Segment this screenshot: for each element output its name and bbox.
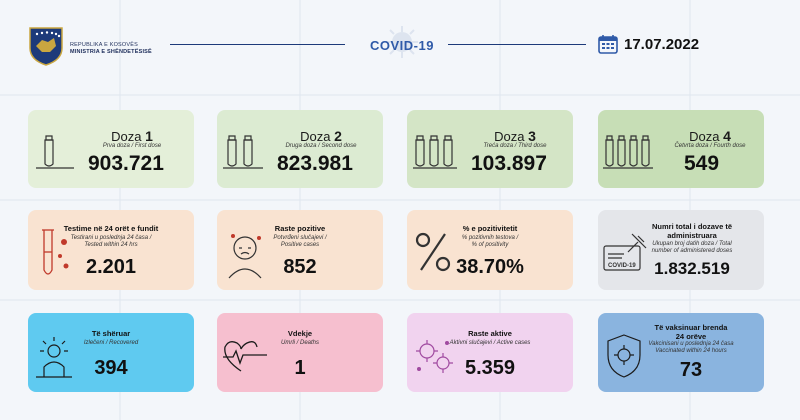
- positive-subtitle-2: Positive cases: [280, 242, 320, 248]
- ministry-line1: REPUBLIKA E KOSOVËS: [70, 42, 138, 48]
- tests-value: 2.201: [85, 256, 137, 278]
- positive-title: Raste pozitive: [274, 224, 326, 233]
- deaths-title: Vdekje: [287, 329, 313, 338]
- header: REPUBLIKA E KOSOVËS MINISTRIA E SHËNDETË…: [0, 0, 800, 90]
- dose-4-label: Doza: [689, 129, 720, 144]
- dose-2-title: Doza 2: [275, 128, 367, 144]
- vaccinated-subtitle-2: Vaccinated within 24 hours: [655, 348, 727, 354]
- dose-3-label: Doza: [494, 129, 525, 144]
- dose-1-label: Doza: [111, 129, 142, 144]
- tests-title: Testime në 24 orët e fundit: [63, 224, 159, 233]
- card-vaccinated-24h: Të vaksinuar brenda 24 orëve Vakcinisani…: [598, 313, 764, 392]
- vaccinated-title: Të vaksinuar brenda: [654, 323, 728, 332]
- report-date: 17.07.2022: [624, 36, 700, 53]
- positive-value: 852: [283, 256, 317, 278]
- tests-subtitle-2: Tested within 24 hrs: [84, 242, 138, 248]
- kosovo-emblem-icon: [29, 27, 63, 66]
- recovered-subtitle: Izlečeni / Recovered: [83, 340, 139, 346]
- positivity-value: 38.70%: [456, 256, 524, 278]
- page-title: COVID-19: [370, 38, 434, 53]
- total-doses-title: Numri total i dozave të: [651, 222, 732, 231]
- card-dose-4: Doza 4 Četvrta doza / Fourth dose 549: [598, 110, 764, 188]
- divider-left: [170, 44, 345, 45]
- vial-icon: [413, 135, 457, 169]
- dose-2-label: Doza: [300, 129, 331, 144]
- sick-person-icon: [228, 234, 262, 279]
- virus-cells-icon: [416, 340, 453, 373]
- vaccinated-subtitle-1: Vakcinisani u poslednja 24 časa: [648, 341, 734, 347]
- vial-icon: [223, 135, 263, 169]
- divider-right: [448, 44, 586, 45]
- dose-1-value: 903.721: [88, 152, 164, 175]
- active-value: 5.359: [464, 357, 516, 379]
- total-doses-subtitle-1: Ukupan broj datih doza / Total: [652, 241, 732, 247]
- positivity-title: % e pozitivitetit: [462, 224, 518, 233]
- dose-4-subtitle: Četvrta doza / Fourth dose: [674, 143, 746, 149]
- deaths-value: 1: [294, 357, 306, 379]
- dose-2-subtitle: Druga doza / Second dose: [285, 143, 357, 149]
- positivity-subtitle-2: % of positivity: [471, 242, 509, 248]
- card-total-doses: COVID-19 Numri total i dozave të adminis…: [598, 210, 764, 290]
- total-doses-value: 1.832.519: [654, 259, 730, 278]
- dose-1-number: 1: [145, 128, 153, 144]
- vaccinated-value: 73: [679, 359, 703, 381]
- ministry-name: REPUBLIKA E KOSOVËS MINISTRIA E SHËNDETË…: [70, 42, 152, 56]
- card-dose-3: Doza 3 Treća doza / Third dose 103.897: [407, 110, 573, 188]
- covid-badge: COVID-19: [608, 263, 636, 269]
- percent-icon: [415, 232, 451, 272]
- total-doses-subtitle-2: number of administered doses: [651, 248, 733, 254]
- ministry-line2: MINISTRIA E SHËNDETËSISË: [70, 49, 152, 55]
- vaccinated-title-2: 24 orëve: [675, 332, 707, 341]
- tests-subtitle-1: Testirani u poslednja 24 časa /: [70, 235, 152, 241]
- dose-4-title: Doza 4: [664, 128, 756, 144]
- vial-icon: [36, 135, 74, 169]
- card-positive: Raste pozitive Potvrđeni slučajevi / Pos…: [217, 210, 383, 290]
- virus-icon: [386, 26, 418, 58]
- dose-3-value: 103.897: [471, 152, 547, 175]
- card-dose-1: Doza 1 Prva doza / First dose 903.721: [28, 110, 194, 188]
- dose-4-number: 4: [723, 128, 731, 144]
- shield-virus-icon: [607, 334, 641, 378]
- card-deaths: Vdekje Umrli / Deaths 1: [217, 313, 383, 392]
- active-title: Raste aktive: [468, 329, 512, 338]
- dose-3-title: Doza 3: [469, 128, 561, 144]
- positive-subtitle-1: Potvrđeni slučajevi /: [273, 235, 327, 241]
- recovered-title: Të shëruar: [91, 329, 131, 338]
- card-positivity: % e pozitivitetit % pozitivnih testova /…: [407, 210, 573, 290]
- recovered-value: 394: [94, 357, 128, 379]
- deaths-subtitle: Umrli / Deaths: [280, 340, 319, 346]
- active-subtitle: Aktivni slučajevi / Active cases: [449, 340, 531, 346]
- dose-2-value: 823.981: [277, 152, 353, 175]
- sun-person-icon: [36, 337, 72, 378]
- dose-3-subtitle: Treća doza / Third dose: [483, 143, 547, 149]
- total-doses-title-2: administruara: [667, 231, 717, 240]
- heartbeat-icon: [223, 341, 267, 372]
- dose-3-number: 3: [528, 128, 536, 144]
- dose-2-number: 2: [334, 128, 342, 144]
- dose-4-value: 549: [684, 152, 720, 175]
- test-tube-icon: [42, 229, 69, 275]
- dose-1-title: Doza 1: [86, 128, 178, 144]
- card-dose-2: Doza 2 Druga doza / Second dose 823.981: [217, 110, 383, 188]
- positivity-subtitle-1: % pozitivnih testova /: [461, 235, 519, 241]
- card-active: Raste aktive Aktivni slučajevi / Active …: [407, 313, 573, 392]
- dose-1-subtitle: Prva doza / First dose: [102, 143, 162, 149]
- card-recovered: Të shëruar Izlečeni / Recovered 394: [28, 313, 194, 392]
- vial-icon: [603, 135, 653, 169]
- calendar-icon: [598, 35, 618, 54]
- card-tests: Testime në 24 orët e fundit Testirani u …: [28, 210, 194, 290]
- vaccine-card-icon: COVID-19: [603, 233, 647, 271]
